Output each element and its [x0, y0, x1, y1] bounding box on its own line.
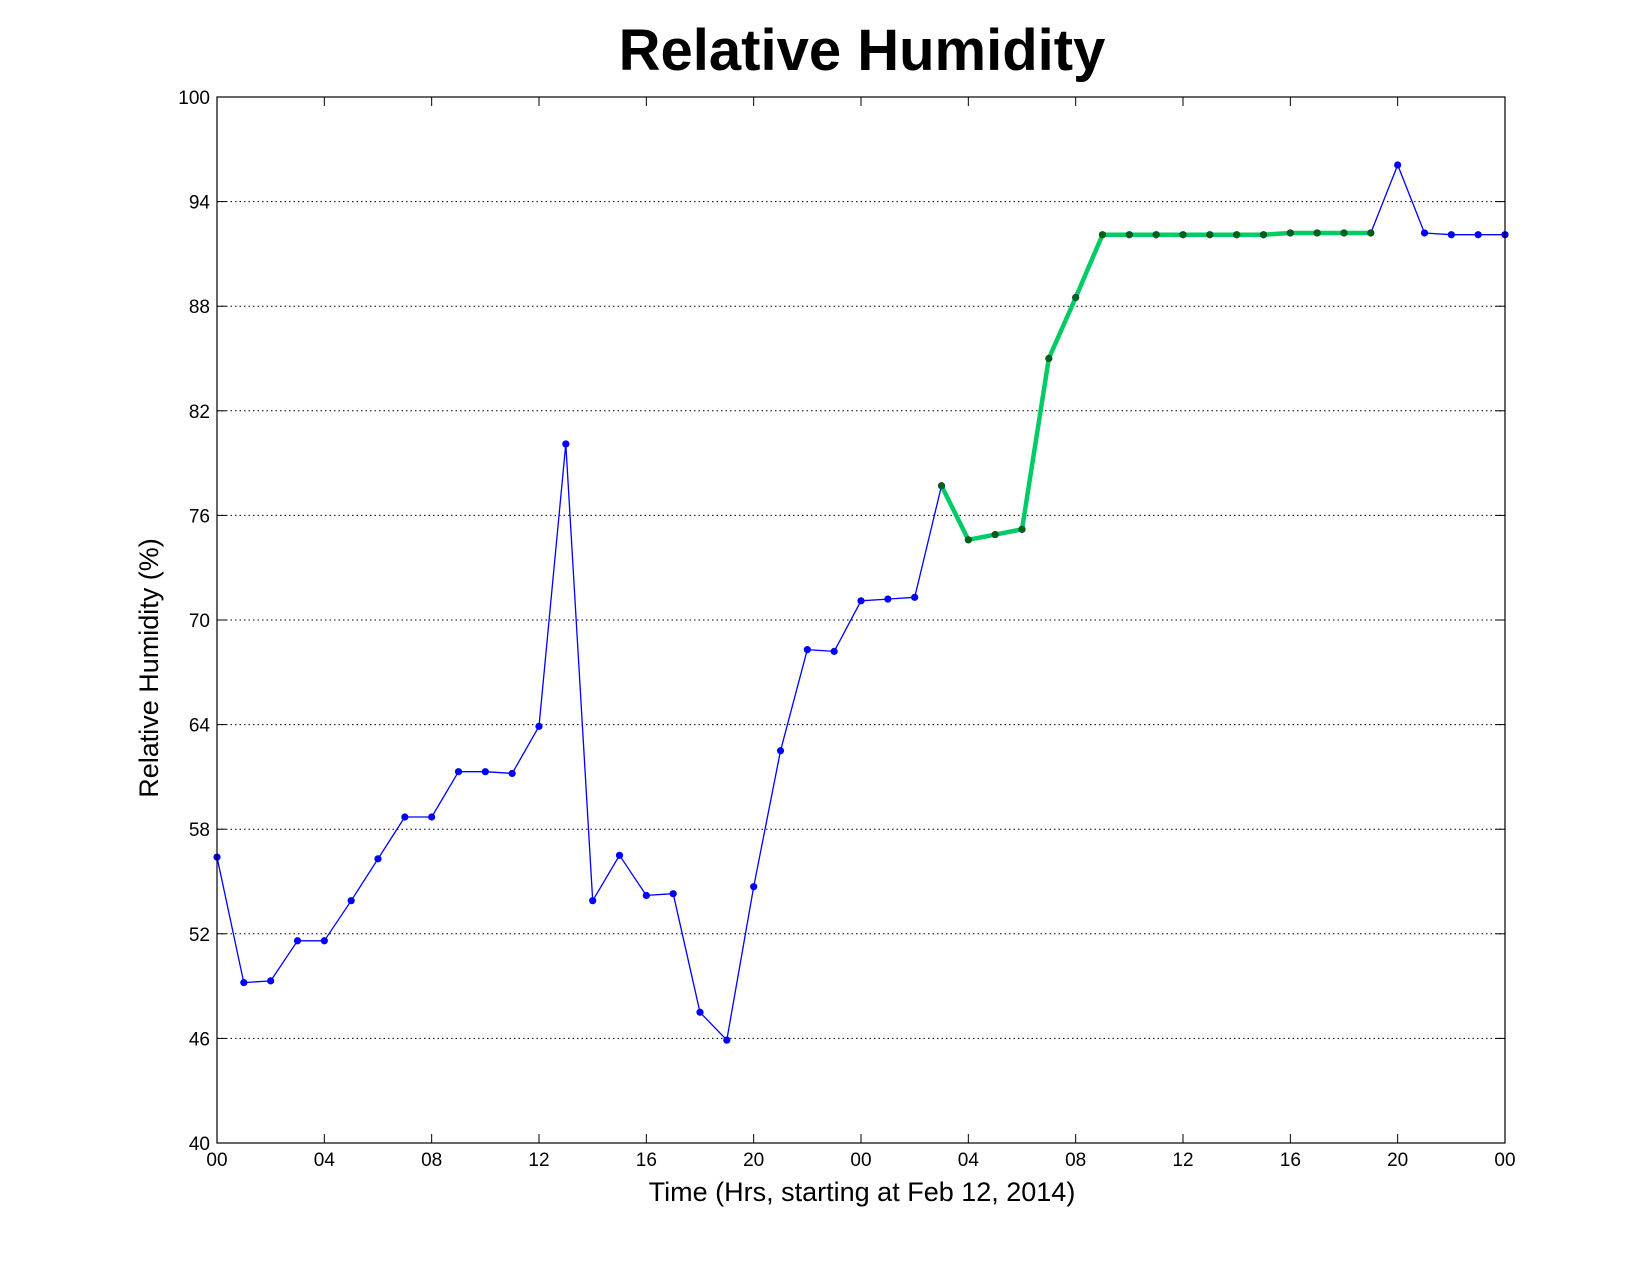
data-point [293, 937, 302, 945]
x-tick-label: 04 [314, 1150, 336, 1171]
data-point [938, 482, 945, 490]
data-point [1474, 231, 1482, 239]
series-line-2 [939, 230, 1371, 543]
data-point [1420, 229, 1429, 237]
data-point [884, 595, 892, 603]
x-tick-label: 20 [743, 1150, 764, 1171]
y-tick-label: 64 [189, 716, 211, 737]
data-point [1125, 231, 1133, 239]
data-point [1313, 229, 1321, 237]
data-point [589, 897, 597, 905]
grid-lines [217, 201, 1505, 1039]
data-point [428, 813, 436, 821]
y-tick-label: 70 [189, 611, 210, 632]
data-point [696, 1008, 704, 1016]
data-point [1394, 161, 1402, 169]
data-point [964, 536, 972, 544]
y-tick-label: 58 [189, 820, 210, 841]
y-tick-label: 52 [189, 925, 210, 946]
data-point [267, 977, 275, 985]
axis-ticks: 40 46 52 58 64 70 76 82 88 94 100 00 04 08 12 16 20 00 04 0… [178, 88, 1515, 1171]
data-point [1286, 229, 1294, 237]
data-point [374, 855, 382, 863]
data-point [401, 813, 409, 821]
data-point [320, 937, 328, 945]
x-axis-label: Time (Hrs, starting at Feb 12, 2014) [649, 1177, 1076, 1207]
data-point [750, 883, 758, 891]
x-tick-label: 12 [1172, 1150, 1193, 1171]
data-point [1260, 231, 1267, 239]
data-point [803, 646, 811, 654]
data-point [562, 440, 570, 448]
y-tick-label: 88 [189, 297, 210, 318]
x-tick-label: 08 [421, 1150, 442, 1171]
chart-title: Relative Humidity [619, 18, 1106, 83]
data-points [213, 161, 1509, 1044]
x-tick-label: 00 [1494, 1150, 1515, 1171]
data-point [1072, 294, 1080, 301]
y-tick-label: 76 [189, 506, 210, 527]
data-point [669, 890, 677, 898]
y-tick-label: 94 [189, 193, 211, 214]
data-point [1099, 231, 1106, 239]
data-point [1206, 231, 1214, 239]
data-point [1233, 231, 1241, 239]
y-tick-label: 100 [178, 88, 210, 109]
data-point [240, 979, 248, 987]
x-tick-label: 20 [1387, 1150, 1408, 1171]
data-point [991, 531, 999, 538]
x-tick-label: 16 [1280, 1150, 1301, 1171]
data-point [1447, 231, 1455, 239]
data-point [1018, 525, 1026, 533]
x-tick-label: 16 [636, 1150, 657, 1171]
data-point [857, 597, 865, 605]
y-tick-label: 46 [189, 1029, 210, 1050]
y-tick-label: 40 [189, 1134, 210, 1155]
x-tick-label: 12 [528, 1150, 549, 1171]
data-point [508, 769, 516, 778]
data-point [454, 768, 463, 776]
data-point [911, 593, 919, 601]
x-tick-label: 00 [206, 1150, 227, 1171]
data-point [615, 851, 624, 859]
x-tick-label: 00 [850, 1150, 871, 1171]
y-tick-label: 82 [189, 402, 210, 423]
data-point [1179, 231, 1187, 239]
data-point [723, 1036, 731, 1044]
x-tick-label: 04 [958, 1150, 980, 1171]
data-point [1152, 231, 1160, 239]
data-point [642, 891, 650, 900]
data-point [481, 768, 489, 776]
data-point [776, 747, 785, 755]
x-tick-label: 08 [1065, 1150, 1086, 1171]
data-point [347, 897, 355, 905]
data-point [830, 647, 838, 655]
data-point [535, 722, 543, 730]
data-point [1340, 229, 1348, 237]
y-axis-label: Relative Humidity (%) [134, 538, 164, 798]
data-point [1045, 355, 1053, 362]
data-point [1367, 229, 1375, 237]
